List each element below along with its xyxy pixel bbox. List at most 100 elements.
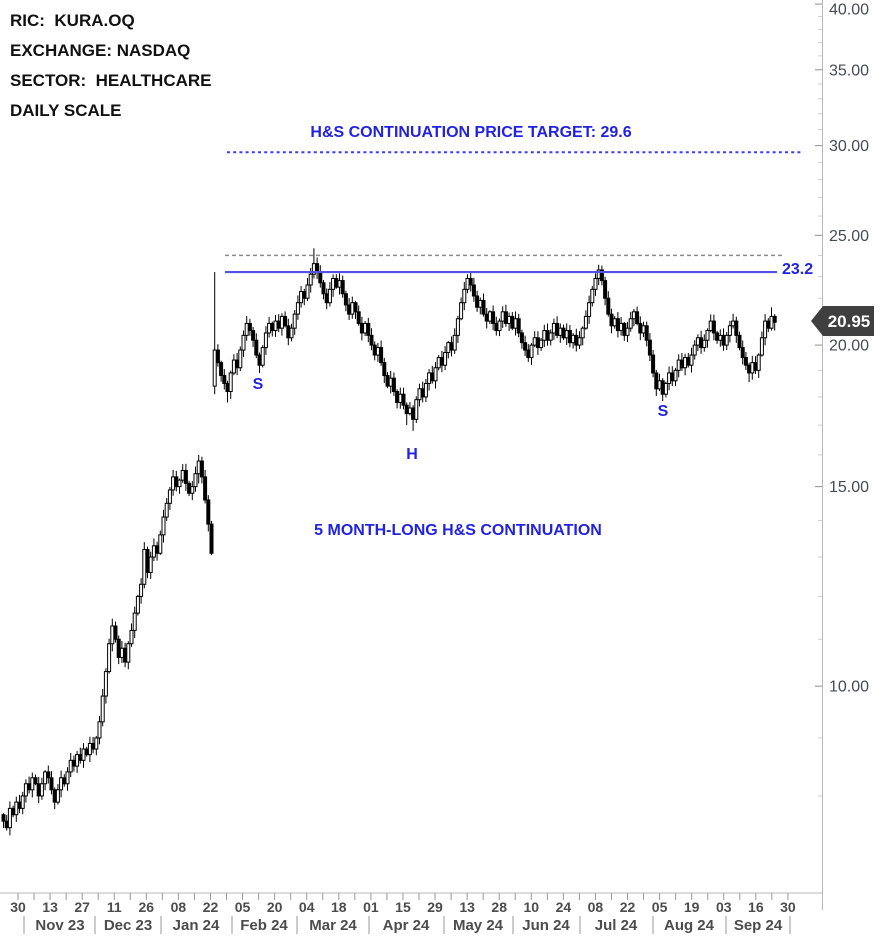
- candle-body: [65, 771, 70, 785]
- candle-body: [87, 742, 92, 756]
- candle-body: [203, 476, 208, 501]
- y-axis-label: 35.00: [829, 62, 869, 79]
- candle-body: [571, 334, 576, 344]
- candle-body: [539, 339, 544, 349]
- candle-body: [366, 322, 371, 336]
- candle-body: [116, 638, 121, 658]
- candle-body: [139, 583, 144, 597]
- candle-body: [766, 320, 771, 329]
- candle-body: [23, 783, 28, 797]
- candle-body: [36, 783, 41, 797]
- candle-body: [555, 322, 560, 336]
- candle-body: [411, 407, 416, 420]
- candle-body: [670, 372, 675, 382]
- candle-body: [171, 476, 176, 491]
- candle-body: [401, 393, 406, 406]
- candle-body: [375, 347, 380, 356]
- candle-body: [343, 293, 348, 306]
- x-axis-month-label: Apr 24: [383, 917, 430, 934]
- candle-body: [225, 382, 230, 393]
- candle-body: [353, 302, 358, 313]
- candle-body: [699, 337, 704, 349]
- x-axis-day-label: 20: [267, 899, 283, 915]
- candle-body: [622, 322, 627, 336]
- candle-body: [103, 671, 108, 697]
- candle-body: [561, 327, 566, 339]
- candle-body: [43, 771, 48, 785]
- candle-body: [151, 545, 156, 558]
- candle-body: [417, 388, 422, 401]
- pattern-annotation: 5 MONTH-LONG H&S CONTINUATION: [314, 522, 602, 539]
- candle-body: [564, 330, 569, 339]
- candle-body: [91, 742, 96, 750]
- candle-body: [62, 777, 67, 785]
- x-axis-day-label: 19: [684, 899, 700, 915]
- candle-body: [724, 334, 729, 346]
- candle-body: [673, 369, 678, 382]
- candle-body: [523, 342, 528, 351]
- candle-body: [308, 273, 313, 286]
- candle-body: [663, 382, 668, 395]
- candle-body: [756, 354, 761, 371]
- candle-body: [475, 295, 480, 308]
- x-axis-month-label: May 24: [453, 917, 504, 934]
- candle-body: [427, 372, 432, 384]
- candle-body: [510, 315, 515, 329]
- x-axis-day-label: 10: [523, 899, 539, 915]
- candle-body: [436, 357, 441, 369]
- candle-body: [161, 516, 166, 536]
- candle-body: [94, 737, 99, 750]
- candle-body: [446, 342, 451, 354]
- candle-body: [337, 280, 342, 288]
- candle-body: [107, 643, 112, 673]
- candle-body: [721, 334, 726, 346]
- candle-body: [180, 470, 185, 481]
- candle-body: [542, 330, 547, 341]
- candle-body: [321, 282, 326, 295]
- candle-body: [263, 332, 268, 349]
- candle-body: [292, 313, 297, 329]
- candle-body: [315, 263, 320, 273]
- candle-body: [68, 759, 73, 773]
- candle-body: [55, 789, 60, 803]
- candle-body: [219, 362, 224, 377]
- candle-body: [119, 647, 124, 658]
- candle-body: [599, 269, 604, 282]
- candle-body: [478, 299, 483, 308]
- x-axis-day-label: 08: [588, 899, 604, 915]
- last-price-badge: 20.95: [811, 306, 874, 336]
- x-axis-day-label: 13: [459, 899, 475, 915]
- candle-body: [164, 502, 169, 518]
- candle-body: [222, 375, 227, 384]
- candle-body: [395, 391, 400, 403]
- candle-body: [519, 332, 524, 344]
- candle-body: [494, 322, 499, 332]
- candle-body: [753, 362, 758, 371]
- candle-body: [430, 372, 435, 382]
- candle-body: [276, 320, 281, 329]
- candle-body: [747, 364, 752, 374]
- x-axis-day-label: 27: [74, 899, 90, 915]
- candle-body: [11, 807, 16, 816]
- candle-body: [17, 801, 22, 809]
- candle-body: [132, 612, 137, 631]
- candle-body: [299, 291, 304, 304]
- candle-body: [177, 479, 182, 488]
- y-axis-label: 15.00: [829, 479, 869, 496]
- candle-body: [414, 399, 419, 420]
- candle-body: [718, 334, 723, 341]
- x-axis-day-label: 18: [331, 899, 347, 915]
- candle-body: [743, 357, 748, 366]
- candle-body: [459, 302, 464, 320]
- candle-body: [295, 302, 300, 315]
- candle-body: [692, 344, 697, 356]
- candlestick-series: [1, 248, 777, 836]
- candle-body: [471, 284, 476, 297]
- x-axis-day-label: 22: [620, 899, 636, 915]
- candle-body: [385, 375, 390, 387]
- x-axis-day-label: 30: [780, 899, 796, 915]
- candle-body: [379, 347, 384, 364]
- candle-body: [206, 499, 211, 525]
- x-axis-day-label: 13: [42, 899, 58, 915]
- candle-body: [772, 315, 777, 323]
